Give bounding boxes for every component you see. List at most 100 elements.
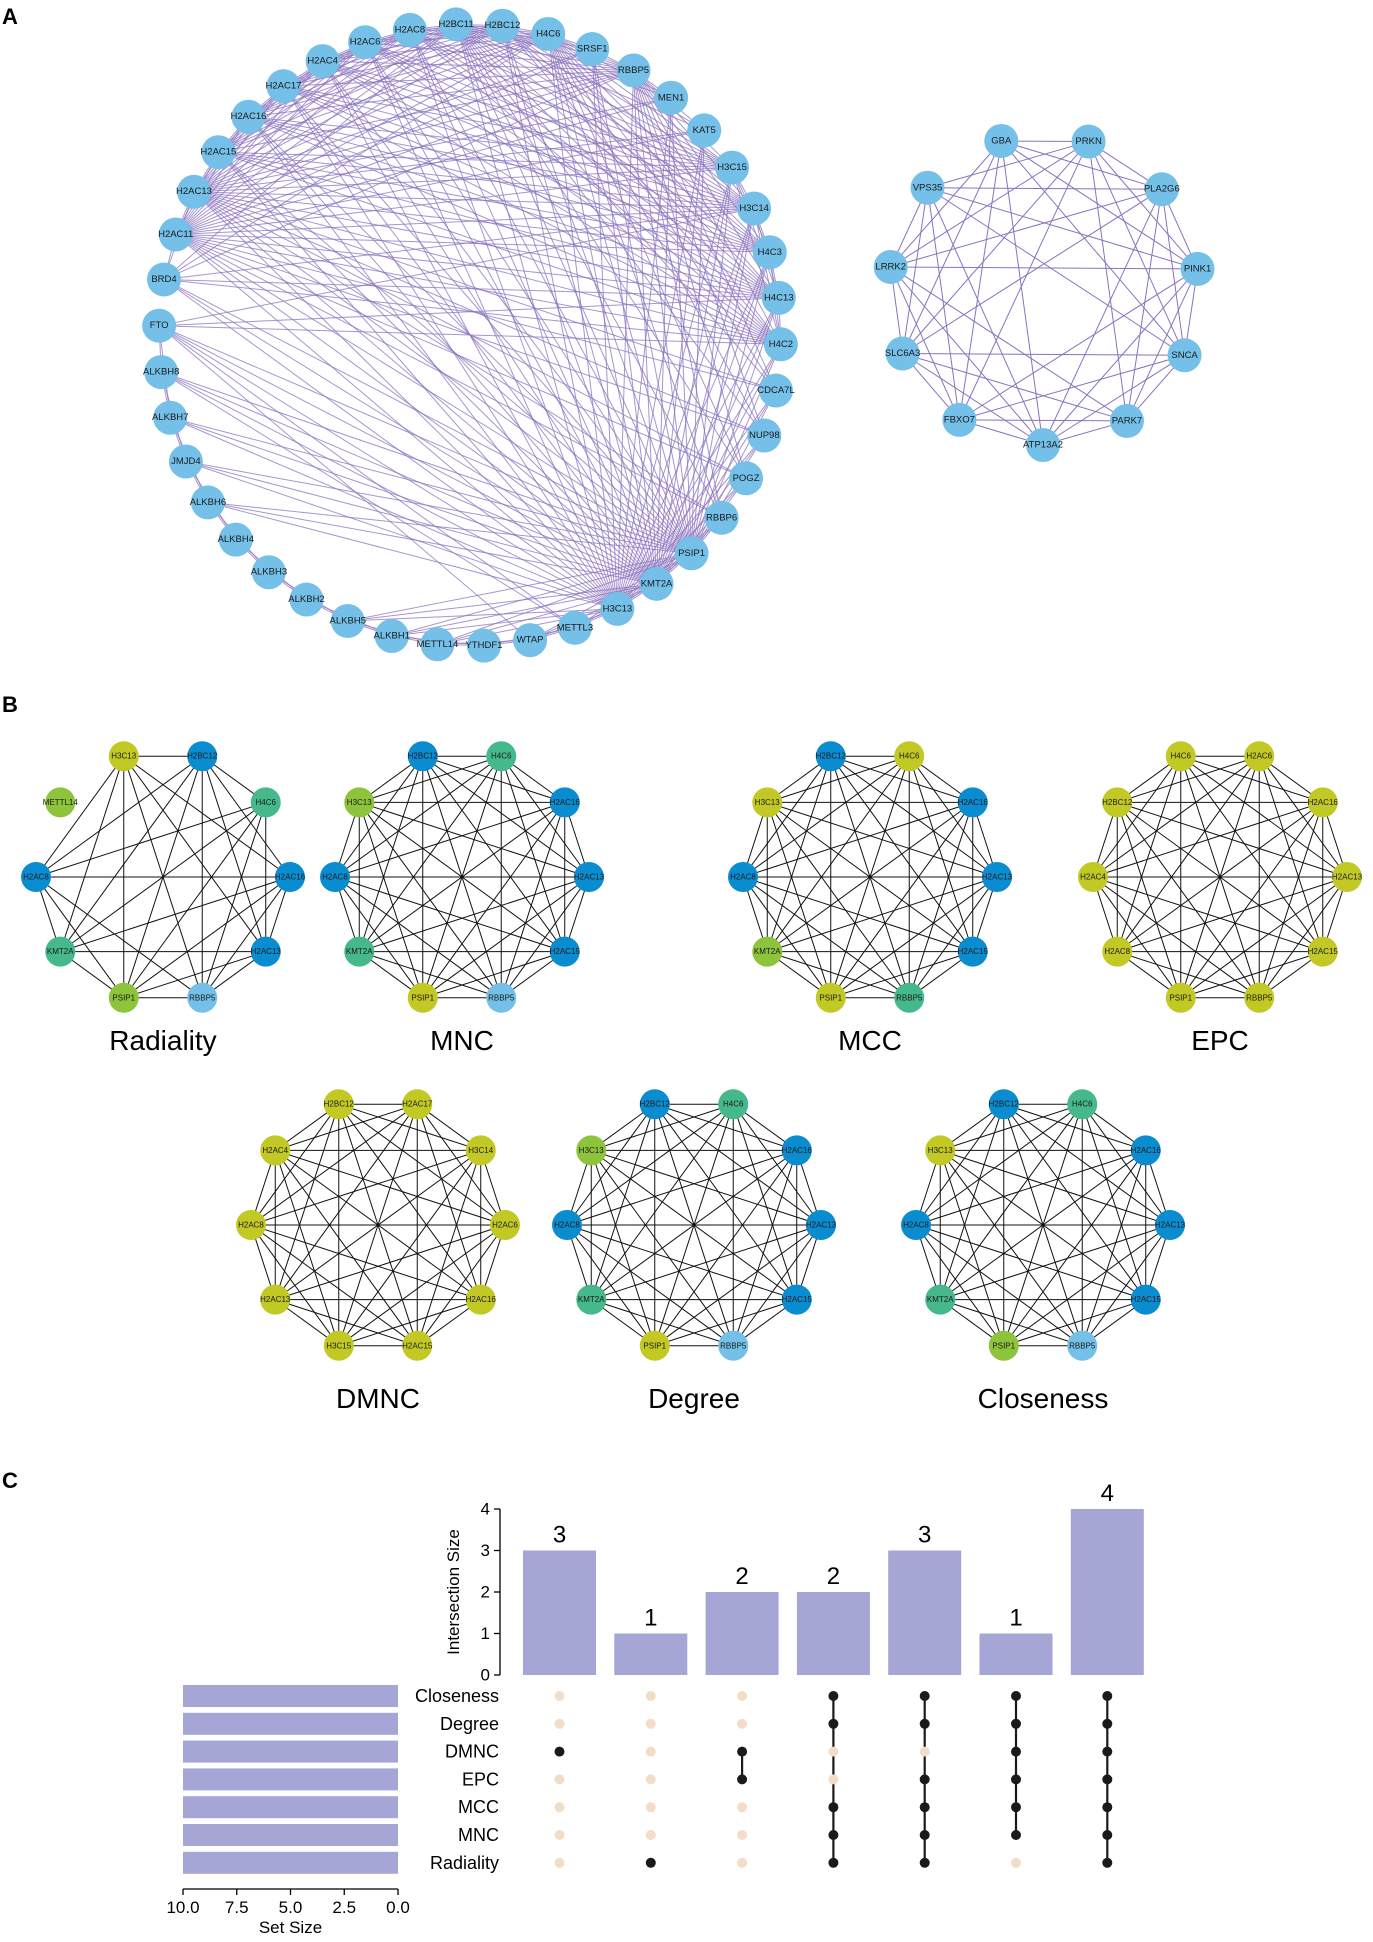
network-edge — [742, 755, 832, 878]
network-edge — [207, 501, 618, 610]
node-label: H2AC13 — [176, 186, 212, 197]
node-label: H2AC15 — [200, 147, 236, 158]
network-node — [728, 862, 758, 892]
network-edge — [416, 1104, 482, 1300]
network-edge — [163, 33, 549, 280]
matrix-dot-active — [828, 1718, 839, 1729]
network-node — [616, 53, 651, 88]
network-edge — [1116, 802, 1182, 998]
network-node — [344, 936, 375, 967]
network-node — [236, 1210, 266, 1240]
network-edge — [275, 1149, 506, 1226]
network-edge — [656, 167, 733, 584]
matrix-dot-inactive — [554, 1802, 565, 1813]
network-edge — [591, 1149, 822, 1226]
node-label: FBXO7 — [944, 414, 975, 425]
network-edge — [35, 755, 125, 878]
network-edge — [158, 325, 531, 641]
matrix-dot-inactive — [645, 1746, 656, 1757]
network-node — [402, 1089, 433, 1120]
y-tick-label: 0 — [481, 1666, 490, 1685]
network-edge — [742, 876, 973, 953]
network-edge — [364, 41, 755, 209]
intersection-bar — [888, 1550, 962, 1675]
matrix-dot-inactive — [645, 1774, 656, 1785]
matrix-dot-active — [1011, 1718, 1021, 1729]
network-edge — [766, 802, 832, 998]
network-edge — [940, 1299, 1083, 1347]
network-edge — [358, 802, 502, 999]
network-edge — [1003, 1224, 1171, 1347]
x-tick-label: 2.5 — [332, 1898, 356, 1917]
node-label: H2AC4 — [307, 56, 338, 67]
network-edge — [939, 1150, 1083, 1347]
network-node — [885, 336, 920, 371]
y-axis-label: Intersection Size — [444, 1529, 463, 1655]
network-edge — [193, 191, 657, 585]
network-edge — [455, 24, 618, 609]
network-edge — [547, 33, 747, 479]
network-edge — [1003, 1103, 1171, 1226]
network-edge — [547, 33, 782, 345]
network-edge — [908, 802, 974, 998]
network-edge — [364, 41, 692, 554]
network-edge — [1117, 801, 1348, 878]
bar-value-label: 3 — [553, 1522, 566, 1549]
network-edge — [123, 876, 291, 999]
network-node — [45, 787, 76, 818]
network-edge — [591, 1299, 734, 1347]
network-edge — [59, 756, 125, 952]
network-node — [1165, 982, 1196, 1013]
matrix-dot-active — [919, 1857, 930, 1868]
intersection-bar — [796, 1592, 870, 1675]
network-edge — [175, 23, 457, 235]
network-edge — [218, 151, 755, 210]
network-node — [639, 566, 674, 601]
network-edge — [358, 802, 424, 998]
network-edge — [218, 151, 657, 585]
network-edge — [1116, 802, 1260, 999]
network-node — [729, 461, 764, 496]
network-edge — [1000, 140, 1185, 356]
network-edge — [193, 41, 366, 193]
node-label: H2AC13 — [260, 1295, 291, 1304]
network-edge — [915, 1224, 1005, 1347]
network-edge — [927, 187, 1198, 270]
network-edge — [1092, 876, 1260, 999]
bar-value-label: 2 — [735, 1563, 748, 1590]
network-node — [486, 982, 517, 1013]
network-edge — [322, 23, 457, 62]
network-edge — [193, 33, 549, 193]
bar-value-label: 1 — [644, 1605, 657, 1632]
set-size-bar — [183, 1796, 398, 1819]
network-edge — [35, 876, 203, 999]
network-edge — [742, 755, 910, 878]
bar-value-label: 2 — [827, 1563, 840, 1590]
network-edge — [201, 756, 267, 952]
node-label: H2AC15 — [402, 1341, 433, 1350]
network-edge — [218, 151, 733, 169]
panel-label-a: A — [2, 4, 18, 29]
network-edge — [422, 755, 565, 803]
network-node — [1102, 936, 1133, 967]
node-label: H2AC16 — [466, 1295, 497, 1304]
node-label: RBBP5 — [189, 993, 216, 1002]
network-edge — [927, 187, 1044, 446]
node-label: H2AC4 — [1080, 873, 1106, 882]
network-node — [251, 555, 286, 590]
network-edge — [175, 129, 705, 235]
network-edge — [566, 1103, 656, 1226]
network-edge — [322, 60, 692, 554]
node-label: H2BC11 — [438, 19, 473, 30]
network-edge — [35, 755, 203, 878]
network-node — [1180, 251, 1215, 286]
network-edge — [334, 755, 424, 878]
network-edge — [185, 461, 618, 610]
network-node — [153, 400, 188, 435]
matrix-dot-active — [828, 1691, 839, 1701]
network-node — [323, 1089, 354, 1120]
network-edge — [890, 266, 1044, 446]
node-label: ALKBH8 — [143, 367, 179, 378]
network-node — [557, 610, 592, 645]
network-edge — [338, 1104, 418, 1346]
